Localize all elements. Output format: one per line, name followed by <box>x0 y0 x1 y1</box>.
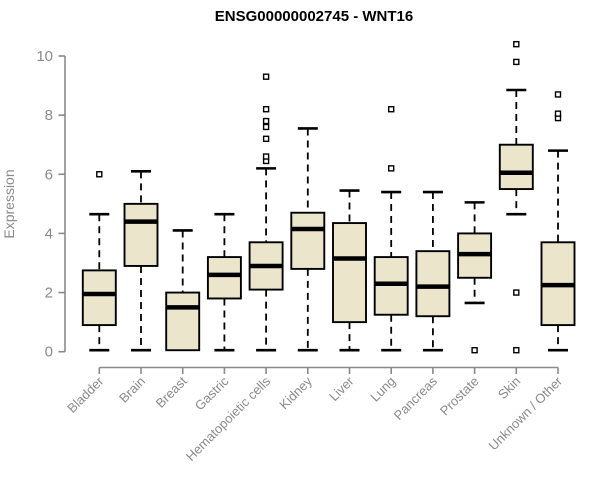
x-tick-label: Unknown / Other <box>486 373 566 453</box>
x-tick-label: Gastric <box>192 373 232 413</box>
y-axis-title: Expression <box>1 169 17 238</box>
outlier-point <box>388 106 395 113</box>
boxplot-liver <box>332 189 367 352</box>
x-tick-label: Brain <box>116 374 148 406</box>
outlier-point <box>262 117 270 125</box>
x-tick-label: Liver <box>326 373 357 404</box>
iqr-box <box>81 269 117 327</box>
boxplot-brain <box>123 170 159 352</box>
boxplot-kidney <box>290 127 326 352</box>
y-tick-label: 4 <box>45 225 53 242</box>
outlier-point <box>554 91 562 98</box>
chart-title: ENSG00000002745 - WNT16 <box>214 8 414 25</box>
iqr-box <box>206 256 242 300</box>
outlier-point <box>513 289 520 296</box>
x-tick-label: Pancreas <box>391 373 441 423</box>
outlier-point <box>513 347 520 354</box>
boxplot-pancreas <box>415 190 451 352</box>
boxplot-lung <box>373 106 409 352</box>
boxplot-bladder <box>81 171 117 352</box>
boxplot-breast <box>165 229 201 352</box>
iqr-box <box>332 222 367 324</box>
outlier-point <box>513 58 520 66</box>
x-tick-label: Kidney <box>276 373 315 412</box>
iqr-box <box>123 202 159 267</box>
boxplot-unknown-other <box>540 91 576 352</box>
outlier-point <box>388 165 395 172</box>
iqr-box <box>498 143 534 191</box>
outlier-point <box>262 73 270 80</box>
iqr-box <box>415 250 451 318</box>
outlier-point <box>262 153 270 160</box>
boxplot-hematopoietic-cells <box>248 73 284 352</box>
outlier-point <box>262 135 270 142</box>
outlier-point <box>471 347 478 354</box>
boxplot-prostate <box>457 201 493 354</box>
x-tick-label: Prostate <box>437 374 482 419</box>
y-tick-label: 6 <box>45 166 53 183</box>
boxplot-skin <box>498 40 534 354</box>
iqr-box <box>165 291 201 352</box>
x-tick-label: Breast <box>153 373 190 410</box>
boxplot-gastric <box>206 212 242 352</box>
x-tick-label: Bladder <box>64 373 107 416</box>
outlier-point <box>96 171 103 178</box>
iqr-box <box>290 211 326 270</box>
outlier-point <box>262 123 270 131</box>
outlier-point <box>262 106 270 113</box>
y-tick-label: 2 <box>45 285 53 302</box>
x-tick-label: Skin <box>495 374 523 402</box>
y-tick-label: 0 <box>45 344 53 361</box>
outlier-point <box>513 40 520 48</box>
outlier-point <box>554 110 562 117</box>
y-tick-label: 10 <box>36 48 53 65</box>
x-tick-label: Lung <box>367 374 398 405</box>
y-tick-label: 8 <box>45 107 53 124</box>
